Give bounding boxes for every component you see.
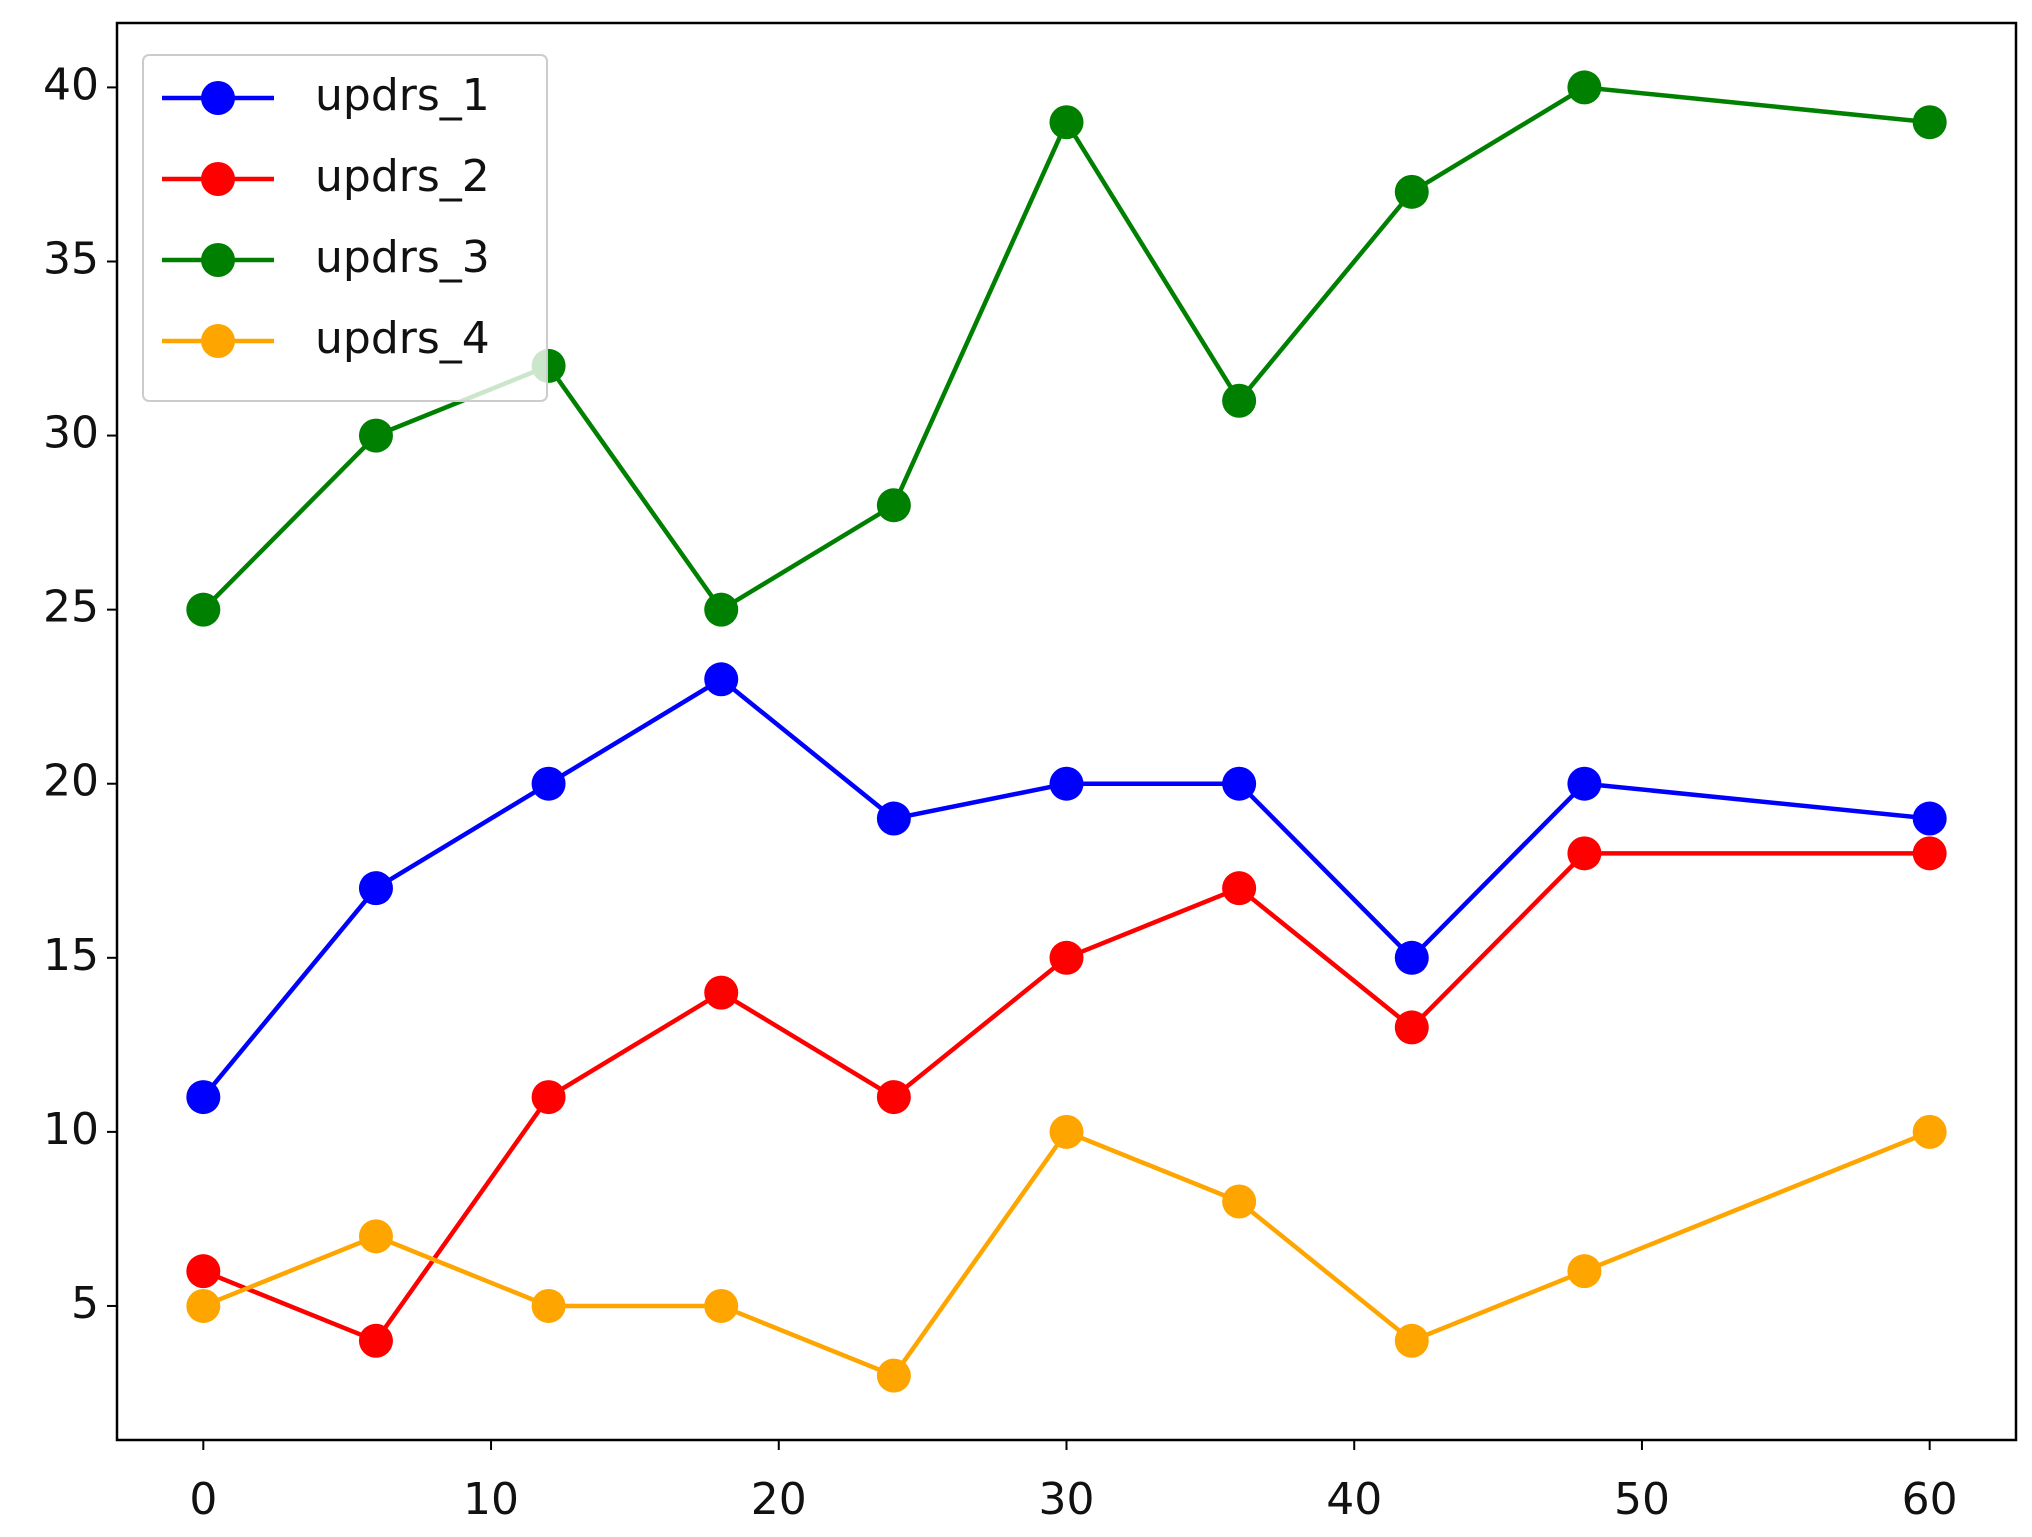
point xyxy=(1049,766,1084,801)
y-tick-label: 15 xyxy=(43,930,99,981)
legend-label: updrs_1 xyxy=(315,70,490,121)
x-tick-label: 50 xyxy=(1614,1474,1670,1525)
y-tick-label: 5 xyxy=(71,1278,99,1329)
point xyxy=(531,1288,566,1323)
legend-marker xyxy=(201,162,235,196)
point xyxy=(186,592,221,627)
series-line xyxy=(202,851,1930,1344)
series-line xyxy=(201,676,1930,1099)
point xyxy=(1912,801,1947,836)
legend-marker xyxy=(201,243,235,277)
point xyxy=(358,418,393,453)
point xyxy=(1049,1114,1084,1149)
point xyxy=(1567,836,1602,871)
point xyxy=(186,1254,221,1289)
y-tick-label: 40 xyxy=(43,59,99,110)
point xyxy=(186,1288,221,1323)
point xyxy=(1394,174,1429,209)
legend-label: updrs_3 xyxy=(315,232,490,283)
point xyxy=(704,662,739,697)
point xyxy=(1049,105,1084,140)
point xyxy=(358,1323,393,1358)
legend-marker xyxy=(201,324,235,358)
point xyxy=(1222,1184,1257,1219)
point xyxy=(358,1219,393,1254)
point xyxy=(1222,766,1257,801)
point xyxy=(531,1080,566,1115)
x-tick-label: 30 xyxy=(1039,1474,1095,1525)
point xyxy=(1912,836,1947,871)
y-tick-label: 35 xyxy=(43,233,99,284)
point xyxy=(876,488,911,523)
point xyxy=(1222,871,1257,906)
y-tick-label: 25 xyxy=(43,582,99,633)
point xyxy=(1394,1323,1429,1358)
point xyxy=(1912,105,1947,140)
point xyxy=(1912,1114,1947,1149)
series-line xyxy=(202,1129,1931,1379)
y-tick-label: 20 xyxy=(43,756,99,807)
point xyxy=(358,871,393,906)
y-tick-label: 10 xyxy=(43,1104,99,1155)
legend-box xyxy=(142,54,548,402)
point xyxy=(704,592,739,627)
legend-label: updrs_4 xyxy=(315,313,490,364)
y-tick-label: 30 xyxy=(43,408,99,459)
point xyxy=(1049,940,1084,975)
point xyxy=(704,1288,739,1323)
point xyxy=(531,766,566,801)
point xyxy=(1567,70,1602,105)
point xyxy=(1394,1010,1429,1045)
x-tick-label: 60 xyxy=(1902,1474,1958,1525)
plot-frame xyxy=(115,21,2018,1442)
x-tick-label: 10 xyxy=(463,1474,519,1525)
legend: updrs_1 updrs_2 updrs_3 updrs_4 xyxy=(142,54,548,402)
point xyxy=(704,975,739,1010)
legend-marker xyxy=(201,81,235,115)
point xyxy=(186,1080,221,1115)
point xyxy=(876,1080,911,1115)
point xyxy=(876,801,911,836)
point xyxy=(1222,383,1257,418)
point xyxy=(1567,1254,1602,1289)
point xyxy=(1567,766,1602,801)
x-tick-label: 40 xyxy=(1326,1474,1382,1525)
legend-label: updrs_2 xyxy=(315,151,490,202)
x-tick-label: 20 xyxy=(751,1474,807,1525)
point xyxy=(1394,940,1429,975)
point xyxy=(876,1358,911,1393)
x-tick-label: 0 xyxy=(189,1474,217,1525)
